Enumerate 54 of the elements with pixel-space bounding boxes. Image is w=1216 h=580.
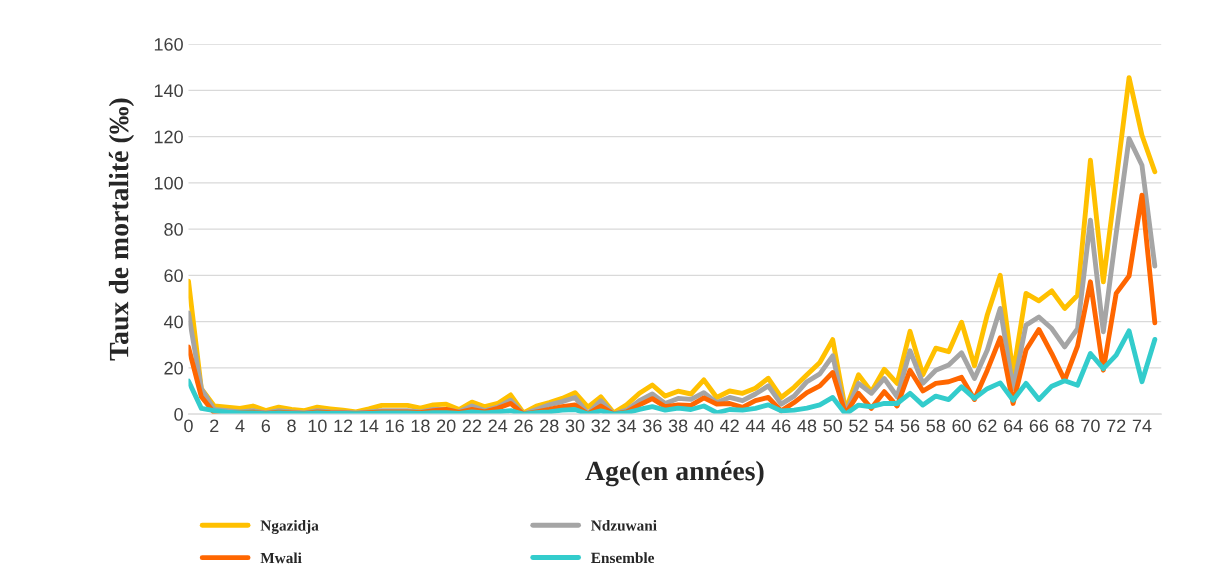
y-tick-label: 20	[164, 361, 183, 375]
x-tick-label: 38	[668, 419, 688, 433]
x-tick-label: 58	[926, 419, 946, 433]
x-tick-label: 14	[360, 419, 379, 433]
x-tick-label: 8	[287, 419, 296, 433]
x-tick-label: 12	[334, 419, 353, 433]
x-tick-label: 62	[978, 419, 997, 433]
x-tick-label: 64	[1003, 419, 1023, 433]
x-tick-label: 24	[488, 419, 508, 433]
y-tick-label: 120	[154, 130, 183, 144]
x-tick-label: 10	[308, 419, 327, 433]
x-tick-label: 68	[1055, 419, 1074, 433]
y-tick-label: 80	[164, 223, 183, 236]
y-tick-label: 100	[154, 176, 183, 190]
x-tick-label: 66	[1029, 419, 1049, 433]
y-tick-label: 160	[154, 38, 183, 51]
x-tick-label: 36	[642, 419, 662, 433]
x-tick-label: 28	[540, 419, 559, 433]
x-tick-label: 50	[823, 419, 843, 433]
y-axis-title: Taux de mortalité (‰)	[108, 98, 135, 361]
x-tick-label: 22	[462, 419, 482, 433]
y-tick-label: 40	[163, 315, 183, 329]
y-tick-label: 60	[164, 269, 183, 283]
x-tick-label: 56	[900, 419, 920, 433]
x-tick-label: 2	[210, 419, 219, 433]
legend-label: Ensemble	[591, 552, 655, 564]
x-tick-label: 30	[565, 419, 585, 433]
x-tick-label: 4	[235, 419, 245, 433]
x-tick-label: 70	[1081, 419, 1100, 433]
x-tick-label: 0	[184, 419, 193, 433]
legend-label: Ngazidja	[260, 519, 319, 534]
x-tick-label: 18	[411, 419, 430, 433]
x-tick-label: 34	[617, 419, 637, 433]
legend-label: Mwali	[260, 552, 302, 564]
x-tick-label: 44	[745, 419, 765, 433]
line-series	[188, 328, 1158, 415]
x-tick-label: 16	[385, 419, 404, 433]
x-tick-label: 6	[261, 419, 271, 433]
x-tick-label: 42	[720, 419, 739, 433]
x-tick-label: 46	[771, 419, 791, 433]
x-tick-label: 20	[437, 419, 456, 433]
x-tick-label: 74	[1132, 419, 1152, 433]
y-tick-label: 140	[154, 84, 183, 98]
x-tick-label: 48	[797, 419, 817, 433]
x-tick-label: 52	[849, 419, 868, 433]
x-tick-label: 32	[591, 419, 610, 433]
x-tick-label: 54	[874, 419, 894, 433]
legend-label: Ndzuwani	[591, 519, 657, 531]
x-tick-label: 60	[952, 419, 971, 433]
x-tick-label: 72	[1107, 419, 1126, 433]
x-tick-label: 26	[514, 419, 533, 433]
x-axis-title: Age(en années)	[585, 460, 764, 487]
x-tick-label: 40	[694, 419, 714, 433]
y-tick-label: 0	[174, 408, 183, 421]
